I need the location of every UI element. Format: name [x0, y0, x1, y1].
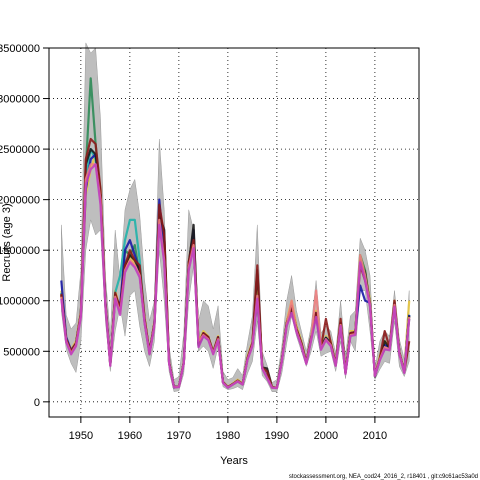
x-axis-title: Years [220, 455, 248, 467]
y-tick-label: 1500000 [0, 245, 40, 257]
y-axis-title: Recruits (age 3) [1, 203, 13, 281]
x-tick-label: 2010 [363, 430, 387, 442]
series-line-8 [60, 163, 411, 390]
grid [49, 47, 419, 417]
y-tick-label: 3500000 [0, 43, 40, 55]
x-axis: 1950 1960 1970 1980 1990 2000 2010 [69, 416, 387, 442]
confidence-band-area [61, 42, 410, 392]
series-lines [60, 77, 411, 390]
x-tick-label: 1950 [69, 430, 93, 442]
y-tick-label: 1000000 [0, 296, 40, 308]
x-tick-label: 1990 [265, 430, 289, 442]
plot-frame [48, 47, 420, 418]
y-tick-label: 0 [34, 397, 40, 409]
x-tick-label: 1960 [118, 430, 142, 442]
y-axis: 0 500000 1000000 1500000 2000000 2500000 30000… [0, 43, 50, 409]
y-tick-label: 2500000 [0, 144, 40, 156]
y-tick-label: 3000000 [0, 94, 40, 106]
y-tick-label: 2000000 [0, 195, 40, 207]
plot-area [48, 42, 420, 418]
source-footnote: stockassessment.org, NEA_cod24_2016_2, r… [289, 474, 478, 480]
x-tick-label: 2000 [314, 430, 338, 442]
y-tick-label: 500000 [3, 346, 40, 358]
x-tick-label: 1970 [167, 430, 191, 442]
confidence-band [61, 42, 410, 392]
x-tick-label: 1980 [216, 430, 240, 442]
